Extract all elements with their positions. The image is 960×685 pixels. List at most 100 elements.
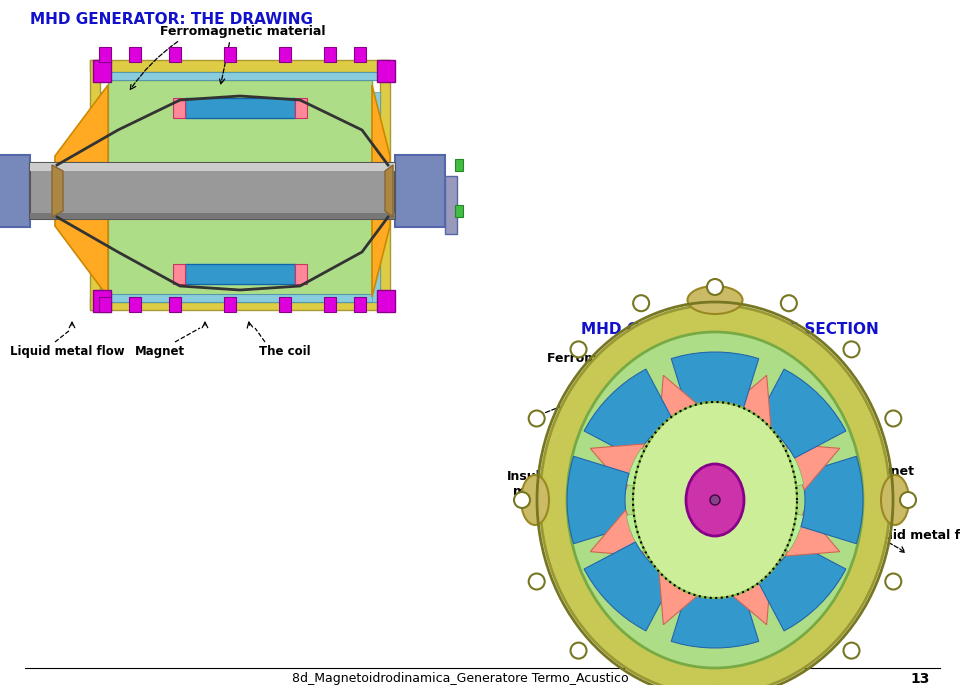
Bar <box>173 264 185 284</box>
Ellipse shape <box>633 402 797 598</box>
Polygon shape <box>768 511 804 551</box>
Polygon shape <box>757 542 846 631</box>
Ellipse shape <box>567 332 863 668</box>
Bar <box>129 297 141 312</box>
Polygon shape <box>659 375 705 429</box>
Bar <box>169 47 181 62</box>
Text: Ferromagnetic material: Ferromagnetic material <box>547 352 712 365</box>
Polygon shape <box>725 375 771 429</box>
Text: Insulating
material: Insulating material <box>507 470 577 498</box>
Polygon shape <box>671 586 758 648</box>
Text: 13: 13 <box>910 672 929 685</box>
Bar <box>108 80 372 302</box>
Ellipse shape <box>686 464 744 536</box>
Polygon shape <box>385 165 393 217</box>
Bar <box>93 290 111 312</box>
Bar <box>129 47 141 62</box>
Text: MHD GENERATOR: CROSS SECTION: MHD GENERATOR: CROSS SECTION <box>581 322 878 337</box>
Bar <box>99 297 111 312</box>
Polygon shape <box>372 85 390 297</box>
Text: Magnet: Magnet <box>135 345 185 358</box>
Circle shape <box>710 495 720 505</box>
Bar <box>173 98 185 118</box>
Bar <box>279 47 291 62</box>
Text: Liquid metal flow: Liquid metal flow <box>863 529 960 542</box>
Polygon shape <box>785 510 840 556</box>
Bar <box>185 98 295 118</box>
Bar <box>354 297 366 312</box>
Bar <box>354 47 366 62</box>
Bar <box>30 163 395 219</box>
Polygon shape <box>584 542 673 631</box>
Circle shape <box>529 410 544 427</box>
Circle shape <box>844 643 859 658</box>
Ellipse shape <box>881 475 909 525</box>
Text: The coil: The coil <box>259 345 311 358</box>
Text: Ferromagnetic material: Ferromagnetic material <box>160 25 325 38</box>
Bar <box>279 297 291 312</box>
Bar <box>445 176 457 234</box>
Bar <box>169 297 181 312</box>
Bar <box>224 47 236 62</box>
Polygon shape <box>55 85 108 297</box>
Polygon shape <box>659 571 705 625</box>
Bar <box>395 155 445 227</box>
Ellipse shape <box>521 475 549 525</box>
Circle shape <box>900 492 916 508</box>
Polygon shape <box>725 571 771 625</box>
Bar <box>100 72 380 80</box>
Bar <box>295 98 307 118</box>
Bar <box>224 297 236 312</box>
Text: Liquid metal flow: Liquid metal flow <box>10 345 125 358</box>
Bar <box>455 159 463 171</box>
Bar <box>0 155 30 227</box>
Polygon shape <box>757 369 846 458</box>
Bar <box>372 92 380 302</box>
Polygon shape <box>785 444 840 490</box>
Bar <box>380 60 390 310</box>
Bar <box>185 264 295 284</box>
Bar <box>99 47 111 62</box>
Circle shape <box>885 573 901 590</box>
Bar <box>90 60 100 310</box>
Polygon shape <box>671 352 758 414</box>
Polygon shape <box>663 411 704 447</box>
Polygon shape <box>801 456 863 544</box>
Polygon shape <box>768 448 804 489</box>
Polygon shape <box>567 456 629 544</box>
Circle shape <box>844 341 859 358</box>
Bar <box>324 297 336 312</box>
Bar <box>100 294 380 302</box>
Circle shape <box>885 410 901 427</box>
Bar <box>90 298 390 310</box>
Bar <box>90 60 390 72</box>
Polygon shape <box>726 553 767 588</box>
Bar <box>93 60 111 82</box>
Circle shape <box>707 279 723 295</box>
Circle shape <box>570 643 587 658</box>
Bar <box>295 264 307 284</box>
Polygon shape <box>663 553 704 588</box>
Circle shape <box>634 295 649 311</box>
Circle shape <box>514 492 530 508</box>
Bar <box>455 205 463 217</box>
Polygon shape <box>590 510 644 556</box>
Bar <box>100 92 108 302</box>
Bar <box>30 213 395 219</box>
Bar <box>377 290 395 312</box>
Polygon shape <box>52 165 63 217</box>
Text: Magnet: Magnet <box>862 466 915 479</box>
Polygon shape <box>626 511 661 551</box>
Circle shape <box>780 295 797 311</box>
Text: MHD GENERATOR: THE DRAWING: MHD GENERATOR: THE DRAWING <box>30 12 313 27</box>
Text: 8d_Magnetoidrodinamica_Generatore Termo_Acustico: 8d_Magnetoidrodinamica_Generatore Termo_… <box>292 672 628 685</box>
Bar <box>324 47 336 62</box>
Polygon shape <box>590 444 644 490</box>
Ellipse shape <box>687 286 742 314</box>
Circle shape <box>570 341 587 358</box>
Bar <box>30 163 395 171</box>
Polygon shape <box>626 448 661 489</box>
Ellipse shape <box>540 305 890 685</box>
Bar <box>377 60 395 82</box>
Polygon shape <box>584 369 673 458</box>
